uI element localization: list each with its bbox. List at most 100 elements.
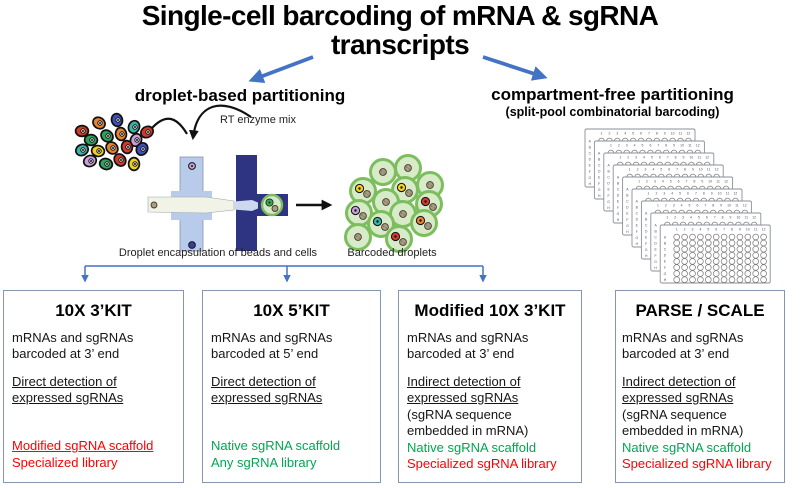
kit-detection-text: Indirect detection of expressed sgRNAs (s… [407,374,573,440]
svg-text:H: H [617,218,620,222]
svg-text:2: 2 [665,204,667,208]
svg-text:7: 7 [676,168,678,172]
svg-text:1: 1 [610,144,612,148]
svg-text:A: A [617,175,620,179]
svg-text:6: 6 [640,132,642,136]
svg-text:H: H [636,242,639,246]
svg-text:6: 6 [659,156,661,160]
svg-text:F: F [589,170,591,174]
svg-text:7: 7 [648,132,650,136]
svg-text:12: 12 [734,192,738,196]
kit-scaffold-text: Native sgRNA scaffold [407,439,537,455]
svg-text:5: 5 [689,204,691,208]
svg-text:8: 8 [693,180,695,184]
svg-text:5: 5 [670,180,672,184]
svg-text:A: A [664,235,667,239]
svg-text:4: 4 [652,168,654,172]
kit-box-modified-10x-3prime: Modified 10X 3’KIT mRNAs and sgRNAs barc… [398,290,582,483]
kit-scaffold-text: Native sgRNA scaffold [211,438,341,453]
svg-text:11: 11 [716,180,720,184]
svg-text:G: G [588,176,591,180]
svg-text:8: 8 [703,192,705,196]
svg-text:D: D [636,218,639,222]
svg-text:9: 9 [692,168,694,172]
kit-box-parse-scale: PARSE / SCALE mRNAs and sgRNAs barcoded … [615,290,785,483]
svg-text:12: 12 [752,216,756,220]
svg-text:F: F [645,242,647,246]
svg-text:H: H [598,194,601,198]
svg-text:H: H [664,278,667,282]
svg-text:E: E [664,260,667,264]
kit-title: 10X 3’KIT [55,301,132,320]
svg-text:F: F [626,218,628,222]
kit-detection-note: (sgRNA sequence embedded in mRNA) [622,406,744,439]
kit-library-text: Specialized sgRNA library [622,456,772,472]
svg-text:D: D [645,230,648,234]
svg-text:7: 7 [704,204,706,208]
svg-text:1: 1 [648,192,650,196]
kit-title: PARSE / SCALE [635,301,765,320]
svg-text:G: G [645,248,648,252]
svg-text:D: D [607,182,610,186]
svg-text:G: G [635,236,638,240]
svg-text:C: C [654,236,657,240]
svg-text:B: B [645,217,648,221]
svg-text:D: D [598,170,601,174]
svg-text:5: 5 [642,144,644,148]
svg-text:10: 10 [737,216,741,220]
svg-text:1: 1 [638,180,640,184]
svg-text:9: 9 [730,216,732,220]
svg-text:2: 2 [618,144,620,148]
svg-text:1: 1 [666,216,668,220]
svg-text:H: H [645,254,648,258]
page-title-line1: Single-cell barcoding of mRNA & sgRNA [141,0,659,31]
svg-text:G: G [664,272,667,276]
svg-text:F: F [617,206,619,210]
svg-text:3: 3 [673,204,675,208]
svg-text:9: 9 [739,228,741,232]
svg-text:C: C [617,188,620,192]
svg-text:E: E [636,224,639,228]
svg-text:E: E [607,188,610,192]
svg-text:8: 8 [656,132,658,136]
svg-text:10: 10 [671,132,675,136]
kit-library-text: Specialized library [12,454,118,470]
heading-compartment-free-block: compartment-free partitioning (split-poo… [465,85,760,119]
subheading-split-pool: (split-pool combinatorial barcoding) [505,105,720,119]
svg-text:12: 12 [705,156,709,160]
svg-text:12: 12 [715,168,719,172]
kit-detection-text: Direct detection of expressed sgRNAs [12,373,124,406]
svg-text:2: 2 [684,228,686,232]
svg-text:10: 10 [699,168,703,172]
svg-text:A: A [607,163,610,167]
svg-text:B: B [617,181,620,185]
svg-text:B: B [589,145,592,149]
svg-text:F: F [598,182,600,186]
svg-text:4: 4 [690,216,692,220]
svg-text:F: F [636,230,638,234]
kit-barcoding-text: mRNAs and sgRNAs barcoded at 3’ end [12,329,134,362]
kit-compatibility: Native sgRNA scaffold Specialized sgRNA … [407,440,573,476]
svg-text:3: 3 [616,132,618,136]
svg-text:E: E [626,212,629,216]
svg-text:10: 10 [680,144,684,148]
svg-text:A: A [626,187,629,191]
page-title: Single-cell barcoding of mRNA & sgRNA tr… [0,1,800,60]
svg-text:8: 8 [712,204,714,208]
svg-text:1: 1 [676,228,678,232]
svg-text:11: 11 [726,192,730,196]
kit-barcoding-text: mRNAs and sgRNAs barcoded at 3’ end [622,329,744,362]
svg-text:B: B [636,205,639,209]
svg-text:11: 11 [698,156,702,160]
svg-text:6: 6 [668,168,670,172]
svg-text:7: 7 [723,228,725,232]
svg-text:G: G [598,188,601,192]
kit-scaffold-text: Modified sgRNA scaffold [12,438,154,453]
svg-text:9: 9 [701,180,703,184]
svg-text:D: D [654,242,657,246]
svg-text:E: E [598,176,601,180]
svg-text:12: 12 [696,144,700,148]
svg-text:G: G [607,200,610,204]
svg-text:1: 1 [619,156,621,160]
svg-text:C: C [664,248,667,252]
